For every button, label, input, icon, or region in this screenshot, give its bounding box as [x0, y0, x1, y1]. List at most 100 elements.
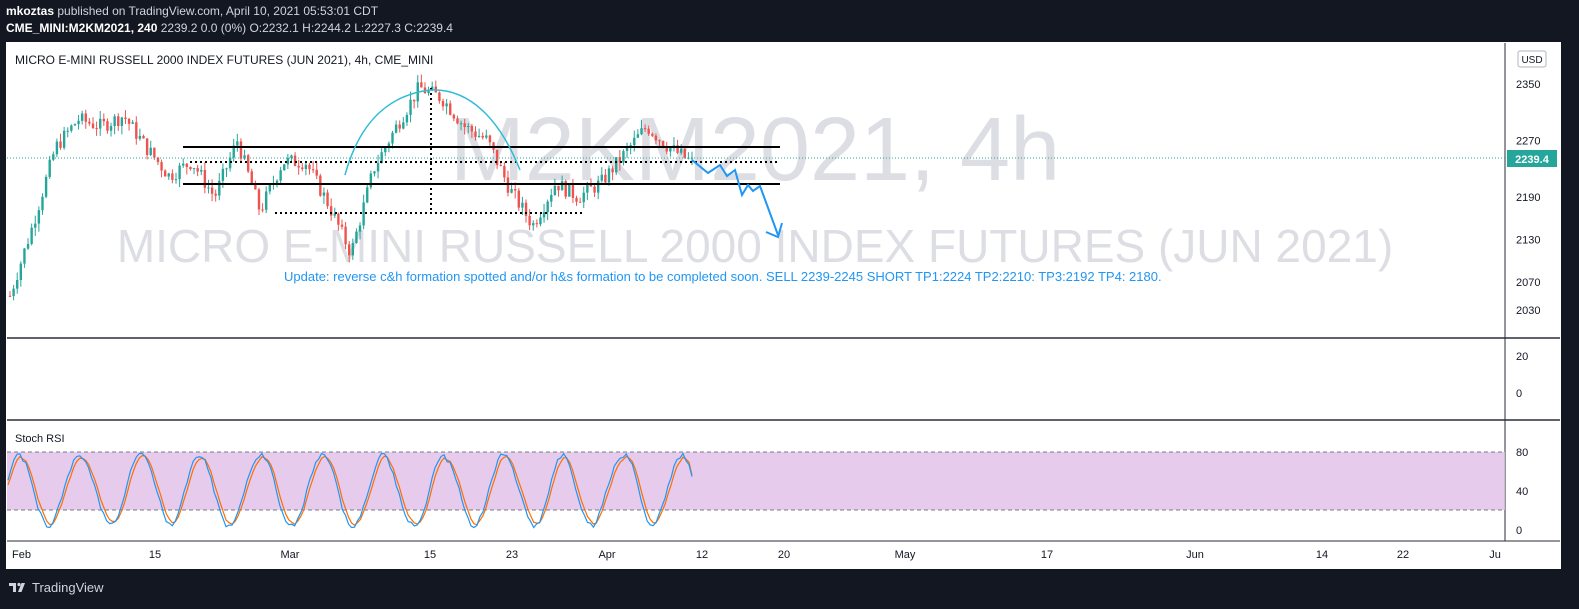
candle-body[interactable] — [210, 187, 214, 194]
candle-body[interactable] — [625, 147, 629, 152]
candle-body[interactable] — [679, 148, 683, 153]
price-chart[interactable]: M2KM2021, 4h MICRO E-MINI RUSSELL 2000 I… — [0, 0, 1579, 569]
candle-body[interactable] — [167, 173, 170, 177]
candle-body[interactable] — [420, 82, 423, 88]
candle-body[interactable] — [593, 186, 596, 193]
candle-body[interactable] — [182, 163, 185, 166]
candle-body[interactable] — [394, 124, 398, 133]
candle-body[interactable] — [380, 152, 383, 164]
candle-body[interactable] — [265, 191, 268, 210]
candle-body[interactable] — [643, 128, 647, 130]
candle-body[interactable] — [560, 181, 564, 191]
candle-body[interactable] — [589, 184, 593, 187]
candle-body[interactable] — [456, 118, 459, 124]
candle-body[interactable] — [142, 135, 145, 139]
candle-body[interactable] — [293, 155, 297, 166]
candle-body[interactable] — [44, 176, 48, 197]
candle-body[interactable] — [261, 209, 264, 211]
candle-body[interactable] — [163, 170, 167, 177]
candle-body[interactable] — [250, 171, 253, 185]
candle-body[interactable] — [304, 164, 308, 170]
candle-body[interactable] — [131, 122, 134, 124]
candle-body[interactable] — [91, 123, 95, 128]
candle-body[interactable] — [275, 180, 279, 184]
candle-body[interactable] — [571, 183, 575, 198]
candle-body[interactable] — [109, 126, 113, 131]
candle-body[interactable] — [185, 163, 189, 168]
candle-body[interactable] — [333, 213, 336, 216]
candle-body[interactable] — [503, 166, 506, 178]
candle-body[interactable] — [513, 189, 517, 191]
candle-body[interactable] — [243, 155, 246, 159]
candle-body[interactable] — [102, 118, 106, 122]
stoch-k-line[interactable] — [7, 452, 693, 529]
candle-body[interactable] — [70, 125, 73, 131]
candle-body[interactable] — [322, 192, 326, 196]
candle-body[interactable] — [521, 202, 524, 208]
candle-body[interactable] — [286, 157, 290, 165]
publisher-name[interactable]: mkoztas — [6, 4, 55, 18]
candle-body[interactable] — [196, 168, 199, 172]
candle-body[interactable] — [376, 163, 380, 172]
candle-body[interactable] — [409, 99, 412, 115]
candle-body[interactable] — [651, 133, 654, 136]
candle-body[interactable] — [30, 227, 33, 244]
candle-body[interactable] — [384, 147, 387, 153]
candle-body[interactable] — [582, 192, 585, 203]
candle-body[interactable] — [254, 184, 257, 190]
candle-body[interactable] — [297, 165, 300, 168]
candle-body[interactable] — [499, 165, 502, 167]
candle-body[interactable] — [315, 169, 318, 176]
candle-body[interactable] — [459, 123, 463, 125]
candle-body[interactable] — [171, 173, 174, 180]
candle-body[interactable] — [156, 157, 160, 163]
candle-body[interactable] — [218, 180, 221, 196]
candle-body[interactable] — [203, 169, 207, 188]
stoch-label[interactable]: Stoch RSI — [15, 433, 65, 445]
candle-body[interactable] — [524, 202, 528, 216]
candle-body[interactable] — [221, 168, 225, 181]
candle-body[interactable] — [553, 185, 557, 195]
candle-body[interactable] — [441, 100, 445, 107]
candle-body[interactable] — [153, 147, 156, 158]
candle-body[interactable] — [477, 135, 481, 137]
candle-body[interactable] — [308, 164, 311, 170]
candle-body[interactable] — [8, 295, 12, 297]
candle-body[interactable] — [622, 151, 625, 163]
candle-body[interactable] — [340, 224, 344, 227]
candle-body[interactable] — [495, 149, 499, 166]
candle-body[interactable] — [474, 131, 477, 137]
candle-body[interactable] — [329, 206, 333, 216]
candle-body[interactable] — [485, 135, 488, 138]
candle-body[interactable] — [636, 134, 640, 138]
candle-body[interactable] — [470, 125, 474, 132]
candle-body[interactable] — [449, 103, 452, 115]
candle-body[interactable] — [452, 114, 456, 119]
candle-body[interactable] — [48, 159, 51, 177]
candle-body[interactable] — [200, 169, 203, 172]
candle-body[interactable] — [326, 192, 329, 207]
candle-body[interactable] — [99, 118, 102, 129]
candle-body[interactable] — [117, 116, 120, 126]
candle-body[interactable] — [319, 175, 322, 196]
candle-body[interactable] — [427, 89, 430, 94]
head-arc[interactable] — [344, 89, 521, 176]
candle-body[interactable] — [362, 202, 365, 226]
candle-body[interactable] — [402, 122, 405, 129]
candle-body[interactable] — [481, 135, 484, 138]
stoch-d-line[interactable] — [7, 454, 693, 526]
trade-annotation[interactable]: Update: reverse c&h formation spotted an… — [284, 269, 1162, 284]
candle-body[interactable] — [618, 157, 622, 163]
candle-body[interactable] — [568, 183, 571, 197]
candle-body[interactable] — [358, 225, 362, 232]
candle-body[interactable] — [66, 130, 69, 132]
candle-body[interactable] — [369, 173, 373, 188]
candle-body[interactable] — [232, 145, 235, 158]
candle-body[interactable] — [16, 280, 19, 289]
candle-body[interactable] — [676, 145, 679, 153]
price-axis[interactable]: 2030 2070 2130 2190 2270 2350 — [1516, 79, 1540, 317]
candle-body[interactable] — [207, 187, 210, 189]
candle-body[interactable] — [135, 122, 138, 139]
candle-body[interactable] — [575, 197, 578, 202]
tradingview-brand[interactable]: TradingView — [8, 578, 104, 596]
